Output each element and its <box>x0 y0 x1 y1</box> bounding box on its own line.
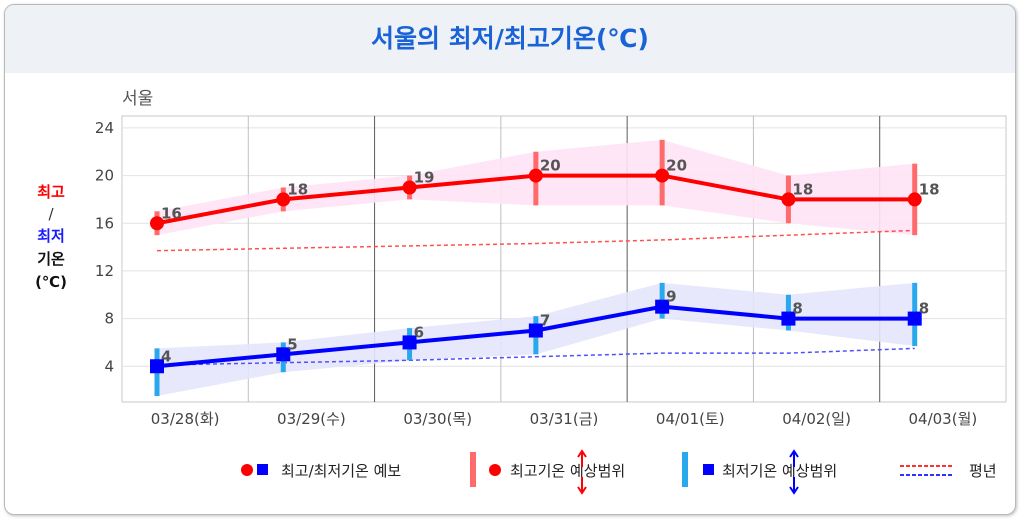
min-data-point <box>150 359 164 374</box>
legend-min-range-label: 최저기온 예상범위 <box>722 462 837 480</box>
chart-title: 서울의 최저/최고기온(℃) <box>371 24 649 53</box>
min-data-point <box>781 311 796 326</box>
max-data-label: 19 <box>414 169 435 187</box>
min-data-label: 5 <box>287 335 297 353</box>
max-data-point <box>402 180 417 195</box>
max-data-label: 18 <box>287 180 308 198</box>
legend-max-range-label: 최고기온 예상범위 <box>510 462 625 480</box>
y-label-min: 최저 <box>37 227 65 245</box>
arrow-up-icon <box>577 449 587 467</box>
min-data-label: 6 <box>414 323 424 341</box>
series-lines: 16 18 19 20 20 18 18 4 5 6 7 9 8 8 <box>150 157 940 374</box>
max-data-label: 20 <box>540 157 561 175</box>
max-data-point <box>276 192 291 207</box>
max-data-label: 20 <box>666 157 687 175</box>
chart-frame: 서울의 최저/최고기온(℃) 서울 최고 / 최저 기온 (℃) 16 18 19 2… <box>4 4 1016 515</box>
legend: 최고/최저기온 예보 최고기온 예상범위 최저기온 예상범위 평년 <box>241 449 997 495</box>
min-data-label: 8 <box>792 300 802 318</box>
min-data-point <box>907 311 922 326</box>
min-data-point <box>528 323 543 338</box>
legend-normal[interactable]: 평년 <box>900 462 997 480</box>
max-data-point <box>150 216 164 231</box>
legend-normal-label: 평년 <box>969 462 997 480</box>
max-data-point <box>655 168 670 183</box>
y-axis-label: 최고 / 최저 기온 (℃) <box>35 183 67 291</box>
x-tick-label: 03/29(수) <box>277 410 346 428</box>
x-tick-label: 04/03(월) <box>908 410 977 428</box>
x-tick-label: 04/02(일) <box>782 410 851 428</box>
plot-area <box>121 115 1007 403</box>
min-data-label: 4 <box>161 347 171 365</box>
legend-max-range-marker <box>489 464 501 476</box>
min-data-point <box>402 335 417 350</box>
y-tick-label: 24 <box>95 119 114 137</box>
y-tick-label: 8 <box>104 310 114 328</box>
title-bar: 서울의 최저/최고기온(℃) <box>5 5 1015 73</box>
min-data-label: 7 <box>540 312 550 330</box>
legend-max-range-bar <box>470 452 476 487</box>
min-data-label: 9 <box>666 288 676 306</box>
x-tick-label: 03/30(목) <box>403 410 472 428</box>
arrow-down-icon <box>577 477 587 495</box>
legend-max-marker <box>241 464 253 476</box>
legend-min-range-bar <box>682 452 688 487</box>
legend-forecast[interactable]: 최고/최저기온 예보 <box>241 462 401 480</box>
y-label-max: 최고 <box>37 183 65 201</box>
y-label-unit-symbol: (℃) <box>35 273 67 291</box>
y-label-unit: 기온 <box>37 250 65 268</box>
y-tick-label: 12 <box>95 262 114 280</box>
legend-max-range[interactable]: 최고기온 예상범위 <box>470 449 625 495</box>
region-label: 서울 <box>122 89 153 109</box>
min-data-label: 8 <box>919 300 929 318</box>
arrow-up-icon <box>789 449 799 467</box>
min-data-point <box>655 299 670 314</box>
min-data-point <box>276 347 291 362</box>
max-normal-line <box>156 229 915 252</box>
legend-min-range-marker <box>703 464 714 475</box>
max-data-label: 16 <box>161 204 182 222</box>
axis-ticks: 4 8 12 16 20 24 03/28(화) 03/29(수) 03/30(목) 03/31(… <box>95 119 977 428</box>
arrow-down-icon <box>789 477 799 495</box>
max-data-point <box>907 192 922 207</box>
max-data-label: 18 <box>919 180 940 198</box>
y-tick-label: 4 <box>104 357 114 375</box>
max-data-point <box>528 168 543 183</box>
legend-min-marker <box>257 464 268 475</box>
y-label-sep: / <box>48 205 54 223</box>
x-tick-label: 03/31(금) <box>530 410 599 428</box>
max-data-label: 18 <box>792 180 813 198</box>
x-tick-label: 03/28(화) <box>151 410 220 428</box>
max-data-point <box>781 192 796 207</box>
legend-forecast-label: 최고/최저기온 예보 <box>281 462 401 480</box>
y-tick-label: 20 <box>95 167 114 185</box>
y-tick-label: 16 <box>95 214 114 232</box>
x-tick-label: 04/01(토) <box>656 410 725 428</box>
legend-min-range[interactable]: 최저기온 예상범위 <box>682 449 837 495</box>
